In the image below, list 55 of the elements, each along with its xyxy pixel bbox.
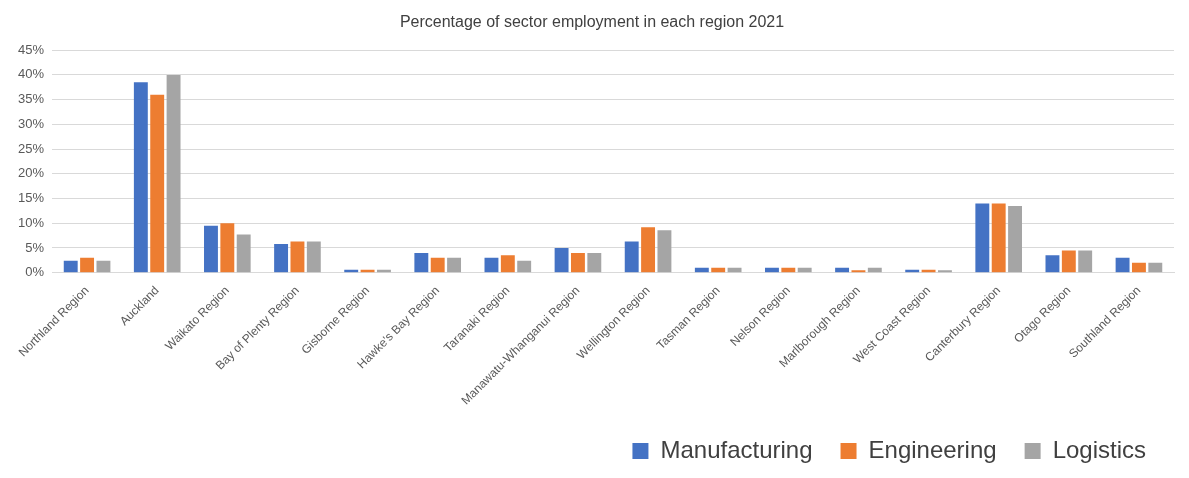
y-tick-label: 45% <box>17 41 45 57</box>
bar <box>570 252 585 273</box>
bar <box>1078 250 1093 273</box>
bar <box>1061 250 1076 273</box>
bar <box>306 241 321 273</box>
bar <box>867 267 882 273</box>
y-tick-label: 5% <box>25 239 45 255</box>
bar <box>484 257 499 273</box>
bar <box>63 260 78 273</box>
bar <box>220 223 235 273</box>
bar <box>236 234 251 273</box>
bar <box>641 227 656 273</box>
bar <box>1148 262 1163 273</box>
y-tick-label: 15% <box>17 190 45 206</box>
bar <box>835 267 850 273</box>
y-tick-label: 25% <box>17 140 45 156</box>
bar <box>274 244 289 273</box>
bar <box>657 230 672 273</box>
bar <box>765 267 779 273</box>
bar <box>447 257 462 273</box>
y-tick-label: 35% <box>17 91 45 107</box>
y-tick-label: 0% <box>25 264 45 280</box>
bar <box>694 267 709 273</box>
bar <box>96 260 111 273</box>
y-tick-label: 10% <box>17 214 45 230</box>
bar <box>711 267 726 273</box>
bar <box>727 267 742 273</box>
chart-title: Percentage of sector employment in each region 2021 <box>399 13 785 31</box>
bar <box>430 257 445 273</box>
bar <box>624 241 639 273</box>
y-tick-label: 20% <box>17 165 45 181</box>
legend-label: Logistics <box>1052 435 1146 463</box>
bar <box>991 203 1006 273</box>
y-tick-label: 40% <box>17 66 45 82</box>
bar <box>781 267 796 273</box>
bar <box>1115 257 1130 273</box>
bar <box>1131 262 1146 273</box>
y-tick-label: 30% <box>17 115 45 131</box>
legend-label: Manufacturing <box>660 435 813 463</box>
bar <box>797 267 812 273</box>
bar <box>1045 255 1060 273</box>
bar <box>1008 205 1023 273</box>
bar <box>975 203 990 273</box>
bar <box>80 257 95 273</box>
bar <box>554 247 569 273</box>
bar <box>290 241 305 273</box>
bar <box>587 252 602 273</box>
bar <box>517 260 532 273</box>
bar <box>500 255 515 273</box>
legend-label: Engineering <box>868 435 997 463</box>
bar <box>204 225 218 273</box>
bar <box>150 94 165 273</box>
bar <box>166 74 181 273</box>
bar <box>414 252 429 273</box>
bar <box>133 82 148 273</box>
